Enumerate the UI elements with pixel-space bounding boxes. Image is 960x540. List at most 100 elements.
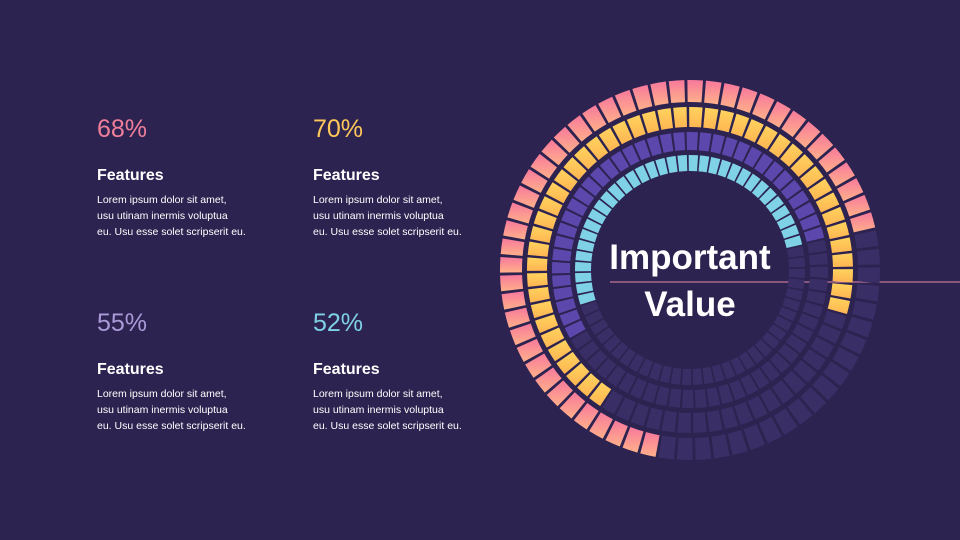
ring-1-track-segment — [711, 434, 730, 459]
ring-3-filled-segment — [559, 309, 581, 326]
ring-3-filled-segment — [564, 320, 586, 339]
ring-2-filled-segment — [577, 373, 600, 397]
percent-value: 68% — [97, 115, 148, 143]
ring-1-filled-segment — [687, 80, 704, 103]
ring-2-filled-segment — [832, 253, 853, 268]
ring-2-filled-segment — [657, 108, 674, 130]
ring-2-filled-segment — [598, 127, 620, 152]
ring-2-track-segment — [802, 348, 826, 371]
ring-3-track-segment — [629, 378, 647, 399]
ring-2-filled-segment — [589, 382, 612, 406]
center-label: Important Value — [590, 234, 790, 328]
ring-3-track-segment — [802, 301, 824, 318]
ring-2-filled-segment — [768, 134, 791, 158]
ring-3-track-segment — [792, 323, 814, 342]
ring-1-filled-segment — [632, 84, 653, 110]
ring-1-filled-segment — [516, 338, 543, 362]
ring-1-filled-segment — [850, 212, 876, 233]
ring-1-track-segment — [676, 437, 693, 460]
ring-4-track-segment — [786, 246, 805, 258]
ring-4-filled-segment — [751, 180, 770, 199]
ring-1-filled-segment — [567, 115, 593, 142]
ring-4-filled-segment — [575, 272, 592, 283]
ring-3-filled-segment — [686, 131, 698, 151]
ring-1-filled-segment — [640, 432, 660, 457]
ring-3-filled-segment — [566, 198, 588, 217]
ring-2-filled-segment — [533, 210, 557, 230]
ring-2-filled-segment — [808, 178, 833, 200]
ring-3-track-segment — [694, 389, 707, 408]
ring-1-filled-segment — [553, 126, 580, 153]
percent-value: 55% — [97, 309, 148, 337]
ring-3-track-segment — [655, 386, 670, 406]
ring-3-track-segment — [682, 389, 694, 409]
feature-description: Lorem ipsum dolor sit amet, usu utinam i… — [97, 194, 246, 238]
ring-3-filled-segment — [673, 132, 686, 151]
ring-1-track-segment — [856, 248, 880, 266]
ring-3-track-segment — [750, 368, 770, 389]
feature-title: Features — [97, 361, 164, 378]
ring-3-track-segment — [618, 372, 637, 394]
ring-1-track-segment — [743, 424, 766, 451]
ring-3-track-segment — [807, 239, 827, 254]
ring-2-filled-segment — [641, 110, 660, 134]
ring-1-filled-segment — [541, 139, 568, 166]
ring-2-track-segment — [645, 407, 663, 431]
ring-4-track-segment — [638, 358, 654, 377]
ring-3-track-segment — [760, 360, 781, 382]
ring-2-track-segment — [630, 403, 650, 427]
ring-4 — [575, 155, 805, 385]
ring-1-track-segment — [812, 374, 839, 401]
ring-4-track-segment — [702, 366, 714, 385]
ring-3-track-segment — [571, 330, 592, 350]
ring-3-track-segment — [808, 278, 828, 292]
ring-2-filled-segment — [563, 157, 587, 180]
ring-1-filled-segment — [504, 307, 530, 328]
ring-3-filled-segment — [772, 170, 794, 191]
ring-1-filled-segment — [573, 402, 599, 430]
ring-2-filled-segment — [756, 125, 778, 150]
ring-4-track-segment — [692, 368, 703, 385]
ring-4-track-segment — [721, 361, 736, 380]
ring-1-filled-segment — [767, 101, 791, 128]
ring-3-filled-segment — [788, 190, 809, 210]
ring-2-filled-segment — [821, 206, 845, 226]
ring-1-filled-segment — [559, 392, 586, 419]
ring-1-filled-segment — [509, 323, 536, 346]
ring-4-filled-segment — [781, 224, 800, 239]
ring-1-track-segment — [773, 408, 798, 435]
ring-3-filled-segment — [590, 166, 611, 188]
ring-1-filled-segment — [535, 367, 562, 393]
ring-1-filled-segment — [844, 194, 871, 217]
ring-4-track-segment — [596, 327, 615, 344]
ring-1-filled-segment — [598, 96, 622, 123]
feature-description: Lorem ipsum dolor sit amet, usu utinam i… — [313, 194, 462, 238]
ring-4-track-segment — [711, 364, 725, 383]
ring-1-filled-segment — [781, 110, 807, 138]
ring-2-track-segment — [793, 360, 817, 383]
ring-1-filled-segment — [807, 133, 834, 160]
ring-4-filled-segment — [744, 173, 761, 192]
ring-4-filled-segment — [634, 165, 650, 184]
ring-2-filled-segment — [530, 300, 554, 319]
ring-4-filled-segment — [688, 155, 699, 172]
ring-1-track-segment — [840, 332, 867, 355]
feature-card-2: 70% Features Lorem ipsum dolor sit amet,… — [313, 114, 503, 240]
ring-3-filled-segment — [698, 132, 712, 152]
ring-1-filled-segment — [704, 80, 722, 105]
ring-3-filled-segment — [581, 176, 602, 197]
ring-4-filled-segment — [759, 187, 777, 206]
ring-2-filled-segment — [790, 154, 814, 177]
ring-1-track-segment — [694, 436, 712, 460]
ring-4-track-segment — [788, 268, 805, 279]
ring-1-filled-segment — [530, 153, 558, 179]
ring-3-filled-segment — [599, 158, 620, 180]
ring-1-filled-segment — [501, 291, 526, 310]
ring-3-track-segment — [740, 374, 759, 396]
ring-3-filled-segment — [754, 153, 774, 175]
ring-4-track-segment — [628, 353, 645, 373]
ring-1-filled-segment — [507, 202, 533, 224]
ring-3-filled-segment — [659, 133, 674, 153]
ring-4-filled-segment — [784, 235, 803, 249]
ring-4-filled-segment — [776, 214, 795, 230]
